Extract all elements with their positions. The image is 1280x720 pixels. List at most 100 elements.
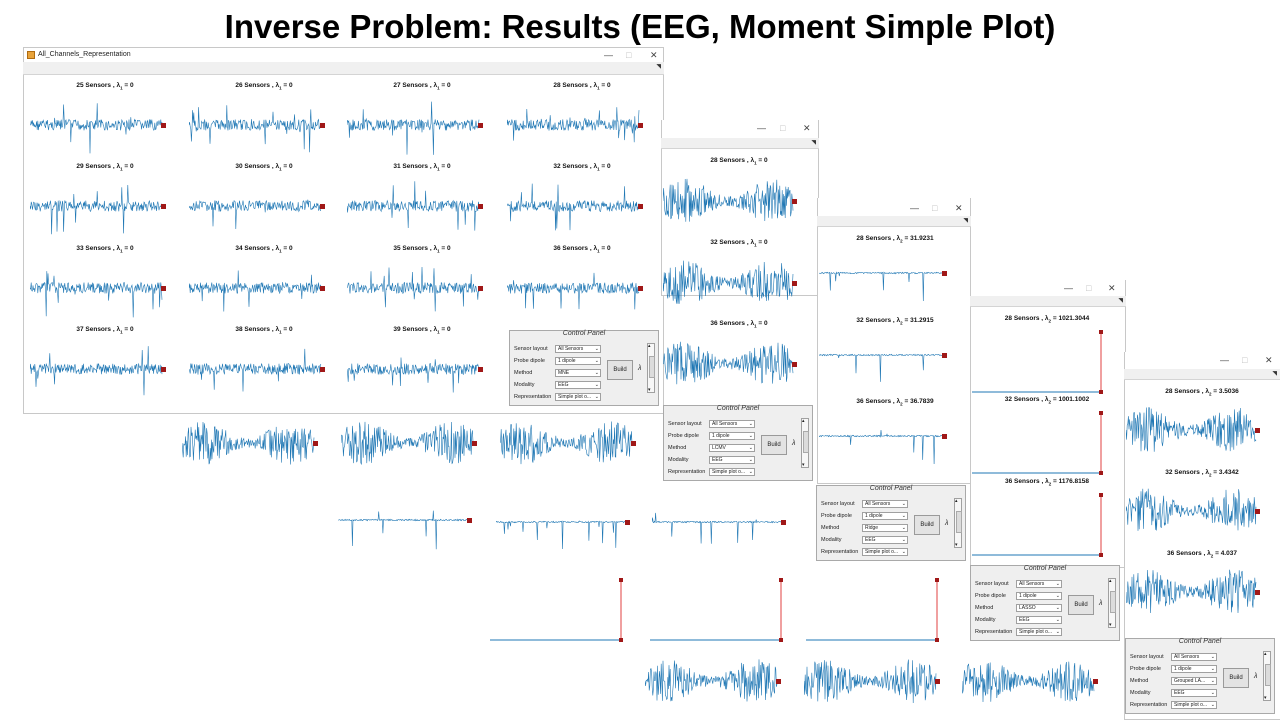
slider-thumb[interactable] (1265, 664, 1271, 686)
modality-select[interactable]: EEG ⌄ (555, 381, 601, 389)
modality-select[interactable]: EEG ⌄ (862, 536, 908, 544)
representation-select[interactable]: Simple plot o... ⌄ (1016, 628, 1062, 636)
slider-thumb[interactable] (649, 356, 655, 378)
modality-select[interactable]: EEG ⌄ (1016, 616, 1062, 624)
toolbar-arrow-icon[interactable]: ◥ (811, 140, 816, 146)
method-select[interactable]: MNE ⌄ (555, 369, 601, 377)
sensor-layout-select[interactable]: All Sensors ⌄ (709, 420, 755, 428)
probe-dipole-select[interactable]: 1 dipole ⌄ (709, 432, 755, 440)
signal-plot[interactable] (972, 329, 1106, 395)
signal-plot[interactable] (507, 175, 645, 237)
sensor-layout-select[interactable]: All Sensors ⌄ (1171, 653, 1217, 661)
lambda-slider[interactable]: ▴ ▾ (1263, 651, 1271, 701)
maximize-button[interactable]: □ (626, 50, 632, 60)
minimize-button[interactable]: — (1220, 355, 1229, 365)
signal-plot[interactable] (819, 245, 949, 301)
sensor-layout-select[interactable]: All Sensors ⌄ (862, 500, 908, 508)
slider-up-icon[interactable]: ▴ (648, 343, 651, 349)
slider-thumb[interactable] (803, 431, 809, 453)
lambda-slider[interactable]: ▴ ▾ (647, 343, 655, 393)
signal-plot[interactable] (30, 257, 168, 319)
signal-plot[interactable] (189, 257, 327, 319)
signal-plot[interactable] (819, 408, 949, 464)
close-button[interactable]: ✕ (1265, 355, 1273, 365)
signal-plot[interactable] (663, 169, 799, 233)
minimize-button[interactable]: — (1064, 283, 1073, 293)
signal-plot[interactable] (1126, 479, 1262, 543)
signal-plot[interactable] (663, 251, 799, 315)
toolbar-arrow-icon[interactable]: ◥ (656, 64, 661, 70)
lambda-slider[interactable]: ▴ ▾ (801, 418, 809, 468)
toolbar-arrow-icon[interactable]: ◥ (1272, 371, 1277, 377)
signal-plot[interactable] (806, 577, 942, 643)
signal-plot[interactable] (189, 175, 327, 237)
signal-plot[interactable] (507, 94, 645, 156)
slider-thumb[interactable] (1110, 591, 1116, 613)
build-button[interactable]: Build (1068, 595, 1094, 615)
minimize-button[interactable]: — (757, 123, 766, 133)
signal-plot[interactable] (30, 175, 168, 237)
signal-plot[interactable] (496, 492, 632, 552)
maximize-button[interactable]: □ (780, 123, 786, 133)
probe-dipole-select[interactable]: 1 dipole ⌄ (1171, 665, 1217, 673)
slider-thumb[interactable] (956, 511, 962, 533)
sensor-layout-select[interactable]: All Sensors ⌄ (555, 345, 601, 353)
slider-down-icon[interactable]: ▾ (955, 542, 958, 548)
method-select[interactable]: LCMV ⌄ (709, 444, 755, 452)
signal-plot[interactable] (189, 94, 327, 156)
signal-plot[interactable] (663, 332, 799, 396)
signal-plot[interactable] (1126, 398, 1262, 462)
representation-select[interactable]: Simple plot o... ⌄ (862, 548, 908, 556)
method-select[interactable]: LASSO ⌄ (1016, 604, 1062, 612)
signal-plot[interactable] (645, 650, 783, 712)
lambda-slider[interactable]: ▴ ▾ (1108, 578, 1116, 628)
signal-plot[interactable] (962, 650, 1100, 712)
probe-dipole-select[interactable]: 1 dipole ⌄ (555, 357, 601, 365)
build-button[interactable]: Build (1223, 668, 1249, 688)
modality-select[interactable]: EEG ⌄ (1171, 689, 1217, 697)
representation-select[interactable]: Simple plot o... ⌄ (555, 393, 601, 401)
slider-up-icon[interactable]: ▴ (1264, 651, 1267, 657)
build-button[interactable]: Build (761, 435, 787, 455)
slider-down-icon[interactable]: ▾ (1109, 622, 1112, 628)
signal-plot[interactable] (507, 257, 645, 319)
window-title-bar[interactable]: All_Channels_Representation (24, 48, 663, 62)
slider-down-icon[interactable]: ▾ (1264, 695, 1267, 701)
slider-down-icon[interactable]: ▾ (648, 387, 651, 393)
signal-plot[interactable] (347, 94, 485, 156)
signal-plot[interactable] (490, 577, 626, 643)
signal-plot[interactable] (341, 412, 479, 474)
signal-plot[interactable] (189, 338, 327, 400)
maximize-button[interactable]: □ (932, 203, 938, 213)
maximize-button[interactable]: □ (1242, 355, 1248, 365)
build-button[interactable]: Build (607, 360, 633, 380)
modality-select[interactable]: EEG ⌄ (709, 456, 755, 464)
minimize-button[interactable]: — (604, 50, 613, 60)
signal-plot[interactable] (804, 650, 942, 712)
method-select[interactable]: Ridge ⌄ (862, 524, 908, 532)
toolbar-arrow-icon[interactable]: ◥ (1118, 298, 1123, 304)
signal-plot[interactable] (819, 327, 949, 383)
signal-plot[interactable] (182, 412, 320, 474)
lambda-slider[interactable]: ▴ ▾ (954, 498, 962, 548)
signal-plot[interactable] (972, 492, 1106, 558)
close-button[interactable]: ✕ (650, 50, 658, 60)
signal-plot[interactable] (347, 175, 485, 237)
slider-up-icon[interactable]: ▴ (955, 498, 958, 504)
signal-plot[interactable] (650, 577, 786, 643)
signal-plot[interactable] (652, 492, 788, 552)
representation-select[interactable]: Simple plot o... ⌄ (1171, 701, 1217, 709)
probe-dipole-select[interactable]: 1 dipole ⌄ (862, 512, 908, 520)
signal-plot[interactable] (1126, 560, 1262, 624)
close-button[interactable]: ✕ (955, 203, 963, 213)
method-select[interactable]: Grouped LA... ⌄ (1171, 677, 1217, 685)
probe-dipole-select[interactable]: 1 dipole ⌄ (1016, 592, 1062, 600)
signal-plot[interactable] (30, 94, 168, 156)
minimize-button[interactable]: — (910, 203, 919, 213)
toolbar-arrow-icon[interactable]: ◥ (963, 218, 968, 224)
maximize-button[interactable]: □ (1086, 283, 1092, 293)
signal-plot[interactable] (347, 338, 485, 400)
signal-plot[interactable] (338, 490, 474, 550)
slider-up-icon[interactable]: ▴ (1109, 578, 1112, 584)
signal-plot[interactable] (30, 338, 168, 400)
